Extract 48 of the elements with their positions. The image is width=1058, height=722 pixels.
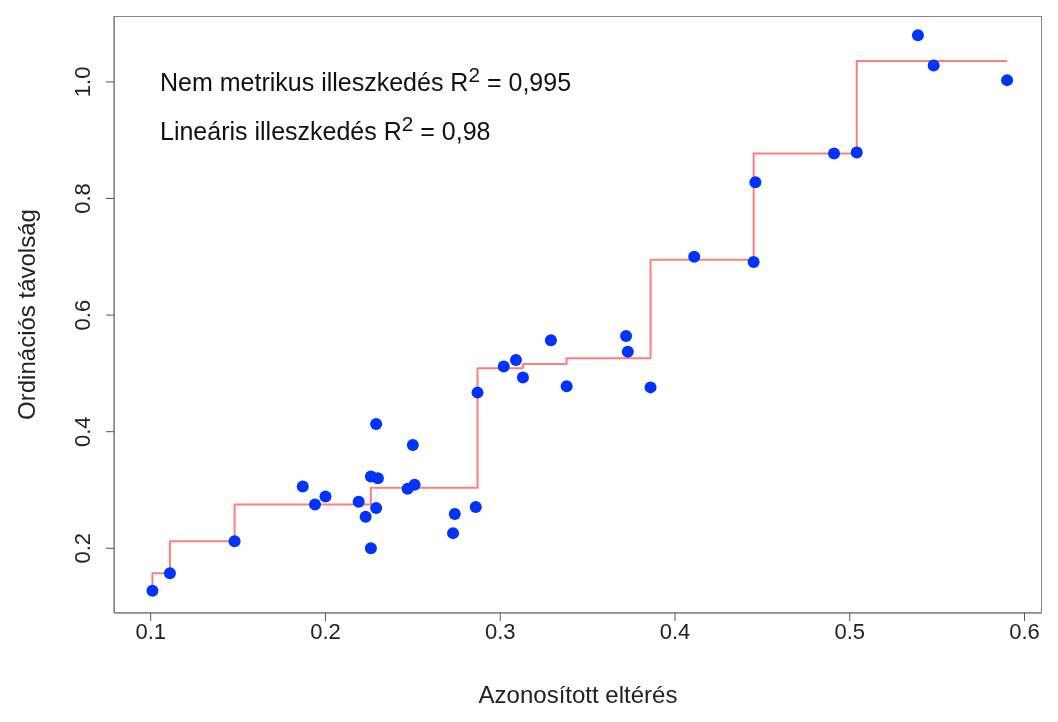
point <box>828 147 841 160</box>
y-axis-title: Ordinációs távolság <box>12 209 40 420</box>
point <box>688 250 701 263</box>
point <box>370 418 383 431</box>
point <box>406 439 419 452</box>
point <box>408 478 421 491</box>
point <box>544 334 557 347</box>
x-tick-label: 0.1 <box>135 618 166 644</box>
x-tick-label: 0.4 <box>659 618 691 644</box>
annotation: Nem metrikus illeszkedés R$^{2}$ = 0,995 <box>160 62 572 99</box>
point <box>497 360 510 373</box>
point <box>359 510 372 523</box>
x-axis-title: Azonosított eltérés <box>478 681 678 708</box>
point <box>319 490 332 503</box>
point <box>927 59 940 72</box>
y-tick-label: 0.4 <box>70 416 95 447</box>
point <box>370 502 383 515</box>
x-tick-label: 0.3 <box>484 618 516 644</box>
point <box>747 256 760 269</box>
point <box>364 542 377 555</box>
point <box>471 386 484 399</box>
point <box>620 330 633 343</box>
point <box>146 584 159 597</box>
x-tick-label: 0.6 <box>1009 618 1040 644</box>
point <box>644 381 657 394</box>
point <box>621 345 634 358</box>
point <box>1001 74 1014 87</box>
x-tick-label: 0.5 <box>834 618 866 644</box>
point <box>850 146 863 159</box>
point <box>308 498 321 511</box>
point <box>296 480 309 493</box>
point <box>469 500 482 513</box>
x-tick-label: 0.2 <box>310 618 341 644</box>
point <box>228 535 241 548</box>
point <box>516 371 529 384</box>
point <box>509 353 522 366</box>
y-tick-label: 0.2 <box>70 532 95 564</box>
point <box>560 380 573 393</box>
point <box>911 29 924 42</box>
point <box>749 176 762 189</box>
y-tick-label: 0.6 <box>70 299 95 331</box>
point <box>352 495 365 508</box>
y-tick-label: 1.0 <box>70 66 95 98</box>
point <box>448 507 461 520</box>
annotation: Lineáris illeszkedés R$^{2}$ = 0,98 <box>160 111 492 148</box>
point <box>447 527 460 540</box>
point <box>163 567 176 580</box>
y-tick-label: 0.8 <box>70 183 95 214</box>
